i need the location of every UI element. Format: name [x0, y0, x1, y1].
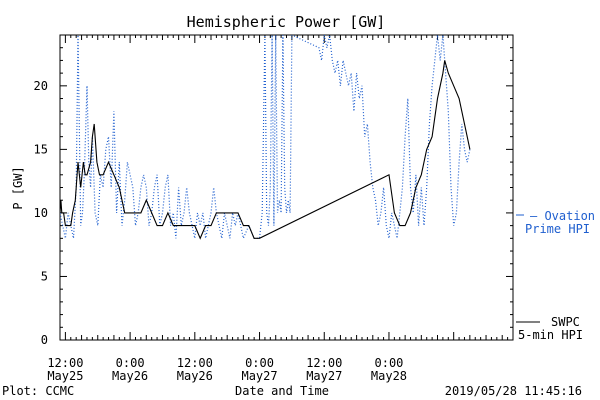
x-tick-label-time: 12:00 — [47, 356, 83, 370]
x-tick-label-time: 12:00 — [306, 356, 342, 370]
x-tick-label-date: May27 — [241, 369, 277, 383]
x-tick-label-time: 0:00 — [375, 356, 404, 370]
x-axis-label: Date and Time — [235, 384, 329, 398]
footer-timestamp: 2019/05/28 11:45:16 — [445, 384, 582, 398]
legend-ovation-line1: – Ovation — [530, 209, 595, 223]
y-tick-label: 20 — [34, 79, 48, 93]
series-ovation-line — [60, 35, 471, 241]
series-swpc-line — [60, 60, 471, 240]
legend-ovation-line2: Prime HPI — [525, 222, 590, 236]
legend-ovation: – Ovation Prime HPI — [516, 209, 595, 236]
x-tick-label-time: 12:00 — [177, 356, 213, 370]
x-tick-label-date: May26 — [177, 369, 213, 383]
x-axis-ticks: 12:00May250:00May2612:00May260:00May2712… — [47, 35, 514, 383]
legend-swpc-line1: SWPC — [551, 315, 580, 329]
y-tick-label: 5 — [41, 269, 48, 283]
y-tick-label: 15 — [34, 142, 48, 156]
series-layer — [60, 35, 471, 241]
plot-frame — [59, 34, 514, 341]
x-tick-label-time: 0:00 — [116, 356, 145, 370]
legend-swpc-line2: 5-min HPI — [518, 328, 583, 342]
y-tick-label: 0 — [41, 333, 48, 347]
footer-plot-source: Plot: CCMC — [2, 384, 74, 398]
y-axis-label: P [GW] — [11, 166, 25, 209]
legend-swpc: SWPC 5-min HPI — [516, 315, 583, 342]
x-tick-label-date: May27 — [306, 369, 342, 383]
x-tick-label-time: 0:00 — [245, 356, 274, 370]
x-tick-label-date: May28 — [371, 369, 407, 383]
y-axis-ticks: 0 5 10 15 20 — [34, 34, 513, 347]
x-tick-label-date: May26 — [112, 369, 148, 383]
x-tick-label-date: May25 — [47, 369, 83, 383]
y-tick-label: 10 — [34, 206, 48, 220]
chart-title: Hemispheric Power [GW] — [187, 13, 386, 31]
